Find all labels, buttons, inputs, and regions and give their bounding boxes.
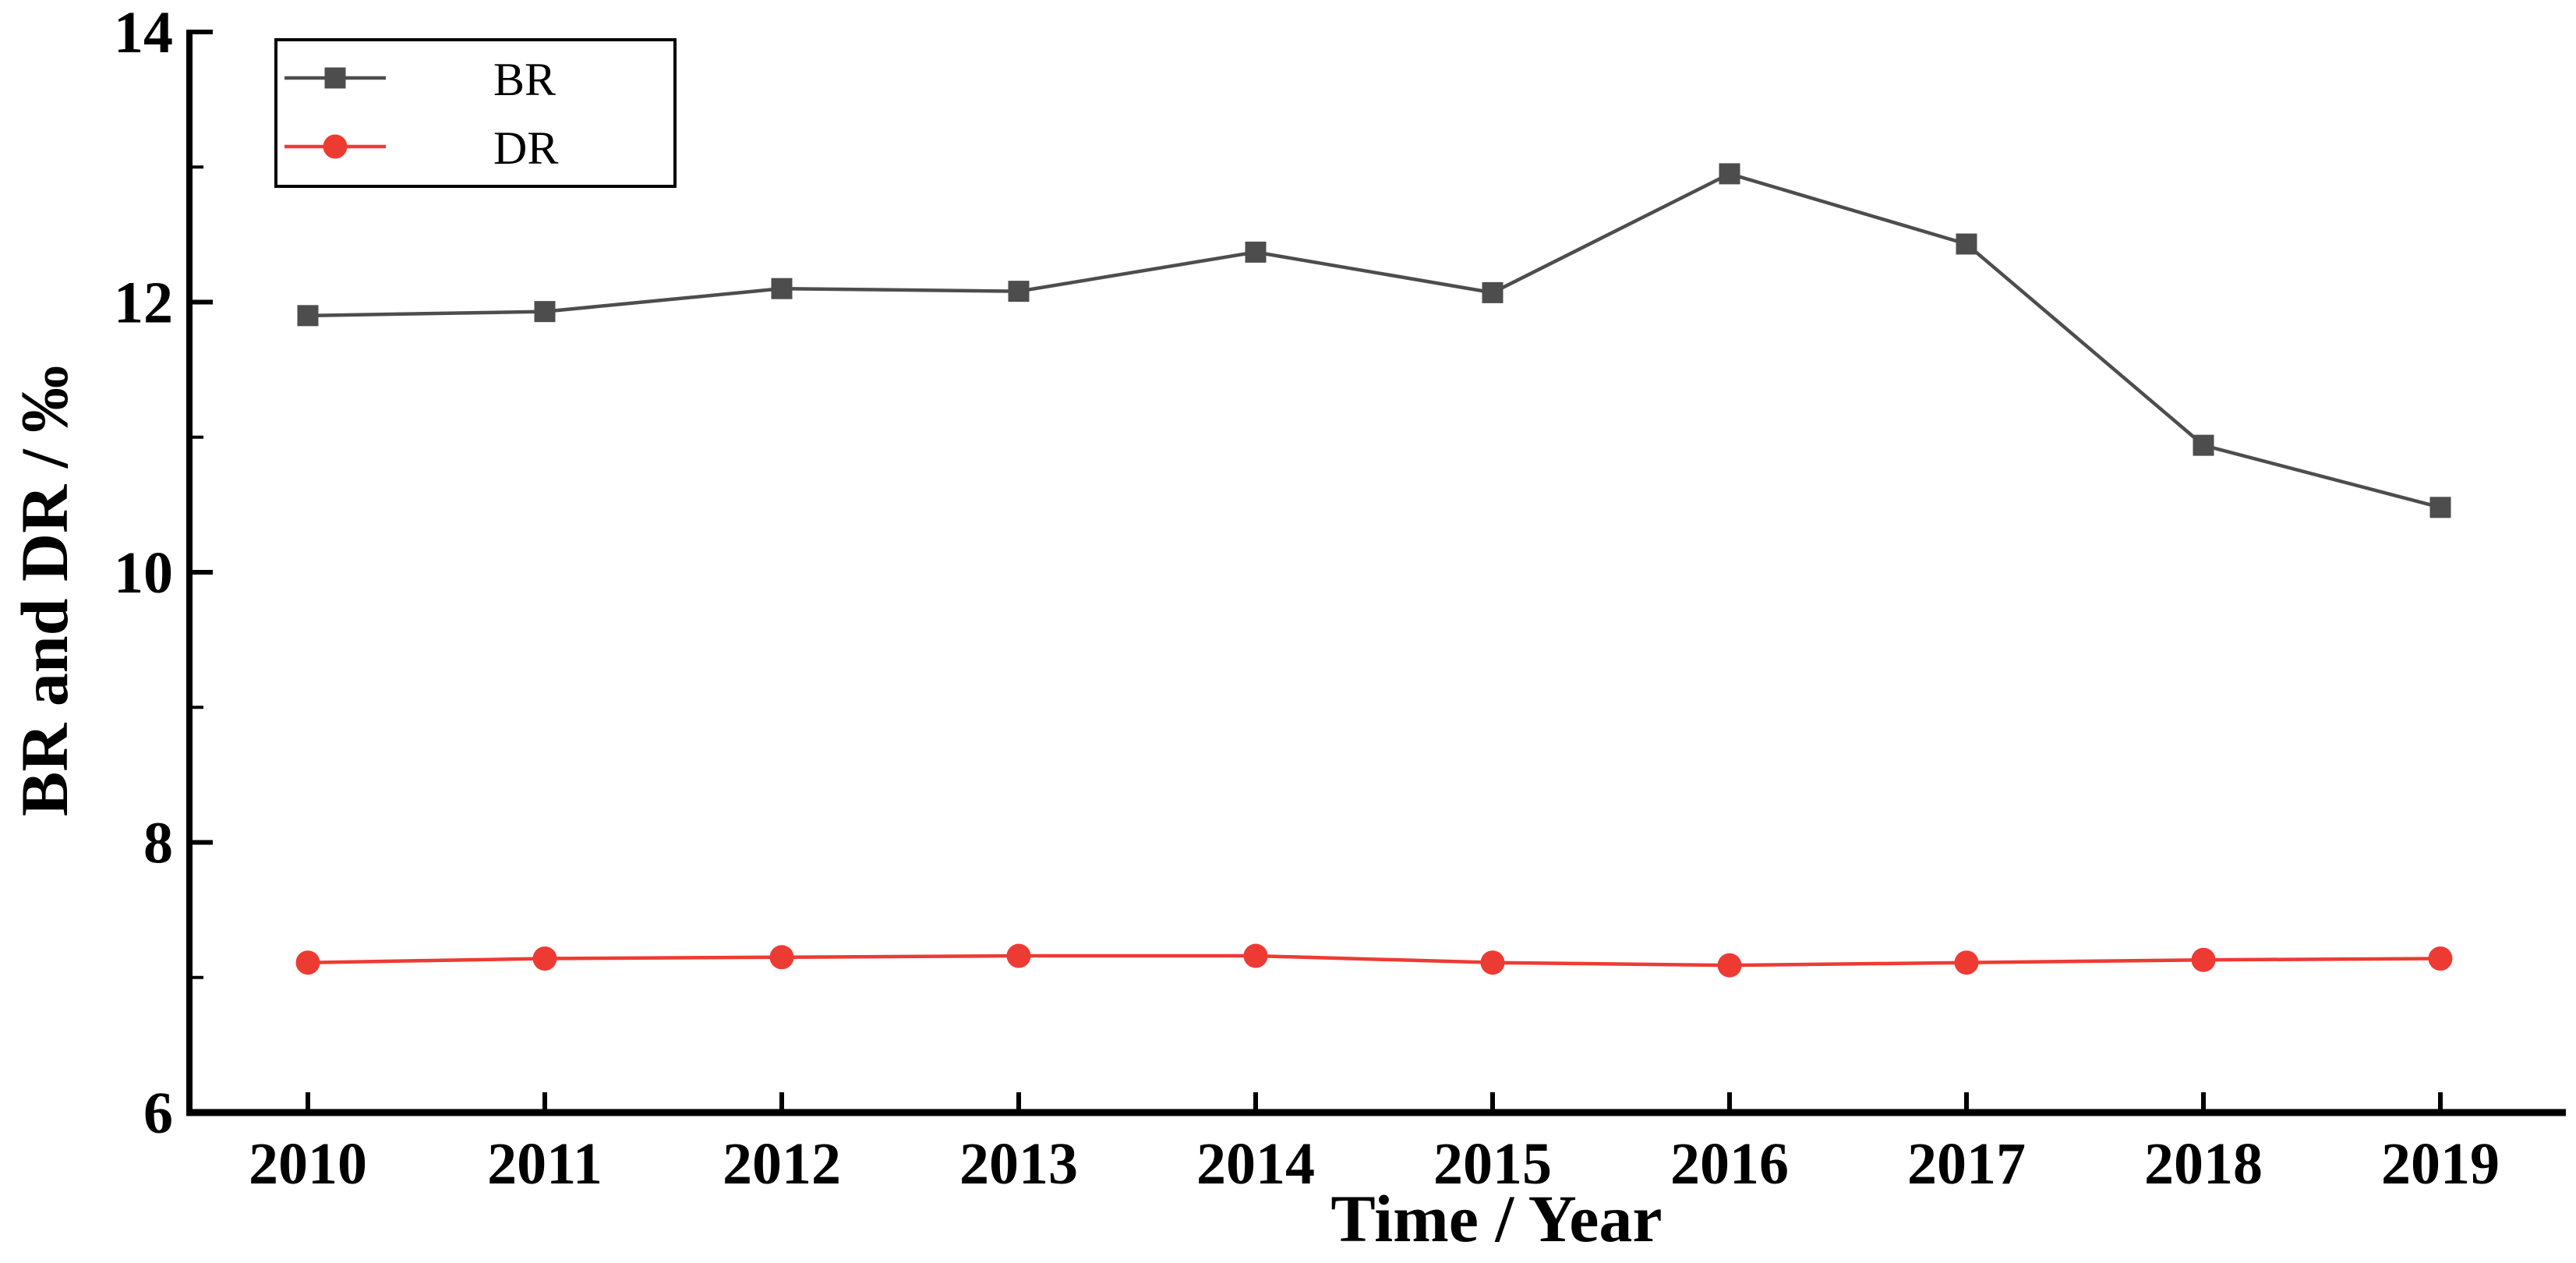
- br-data-point: [1956, 233, 1977, 255]
- x-tick-label: 2016: [1670, 1131, 1789, 1197]
- br-data-point: [771, 278, 793, 299]
- br-data-point: [2193, 434, 2214, 456]
- x-tick-label: 2015: [1433, 1131, 1552, 1197]
- dr-data-point: [2428, 946, 2453, 971]
- y-tick-label: 14: [114, 0, 173, 65]
- dr-data-point: [1717, 953, 1742, 978]
- dr-data-point: [1243, 943, 1268, 968]
- x-tick-label: 2013: [959, 1131, 1078, 1197]
- legend-dr-circle-marker: [323, 134, 348, 159]
- br-data-point: [1482, 281, 1504, 303]
- br-line: [307, 172, 2441, 510]
- x-tick-label: 2019: [2381, 1131, 2500, 1197]
- x-tick-label: 2010: [249, 1131, 367, 1197]
- x-tick-label: 2014: [1196, 1131, 1315, 1197]
- y-tick-label: 12: [114, 271, 173, 336]
- br-data-point: [2429, 497, 2451, 518]
- br-data-point: [297, 305, 319, 327]
- dr-data-point: [1480, 950, 1505, 975]
- legend-br-square-marker: [324, 67, 346, 89]
- legend-item-br: BR: [284, 54, 556, 105]
- y-tick-label: 8: [143, 811, 173, 876]
- dr-data-point: [2191, 947, 2216, 972]
- x-tick-label: 2011: [487, 1131, 602, 1197]
- y-tick-label: 10: [114, 540, 173, 606]
- dr-data-point: [769, 945, 794, 970]
- legend-box: [274, 38, 677, 188]
- legend-dr-label: DR: [493, 122, 558, 174]
- legend-layer: BR DR: [274, 38, 677, 188]
- br-data-point: [534, 301, 556, 323]
- x-tick-label: 2018: [2144, 1131, 2263, 1197]
- br-data-point: [1245, 241, 1267, 263]
- legend-br-label: BR: [493, 54, 556, 105]
- dr-data-point: [1006, 943, 1031, 968]
- y-axis-title: BR and DR / ‰: [7, 366, 82, 816]
- dr-data-point: [532, 946, 557, 971]
- x-tick-label: 2012: [723, 1131, 841, 1197]
- dr-data-point: [1954, 950, 1979, 975]
- series-layer: [295, 163, 2453, 978]
- legend-item-dr: DR: [284, 122, 558, 174]
- br-data-point: [1719, 163, 1740, 185]
- x-tick-label: 2017: [1907, 1131, 2026, 1197]
- y-tick-label: 6: [143, 1081, 173, 1146]
- dr-data-point: [295, 950, 320, 975]
- axes-layer: 6 8 10 12 14 2010 2011 2012 2013 2014 2015 2016 2017…: [114, 0, 2566, 1197]
- dr-line: [307, 953, 2441, 968]
- br-data-point: [1008, 281, 1030, 302]
- x-axis-title: Time / Year: [1330, 1181, 1662, 1256]
